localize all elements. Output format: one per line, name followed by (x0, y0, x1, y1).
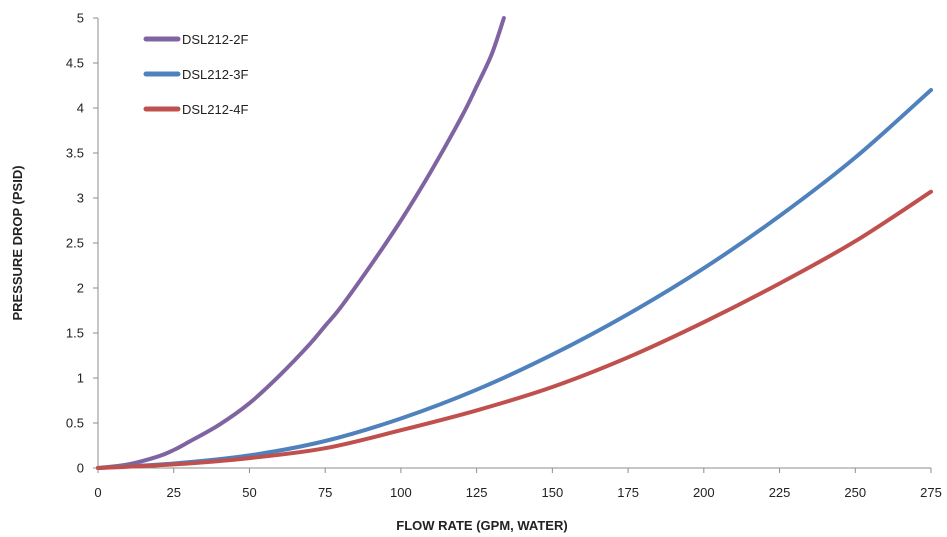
y-tick-label: 4.5 (66, 56, 84, 71)
legend-label: DSL212-3F (182, 67, 249, 82)
series-line-dsl212-2f (96, 16, 506, 470)
legend-label: DSL212-2F (182, 32, 249, 47)
x-tick-label: 50 (242, 485, 256, 500)
y-tick-label: 2.5 (66, 236, 84, 251)
legend: DSL212-2F DSL212-3F DSL212-4F (143, 32, 249, 117)
x-tick-label: 150 (542, 485, 564, 500)
y-ticks: 0 0.5 1 1.5 2 2.5 3 3.5 4 4.5 5 (66, 11, 98, 476)
y-tick-label: 4 (77, 101, 84, 116)
y-tick-label: 0 (77, 461, 84, 476)
x-axis-title: FLOW RATE (GPM, WATER) (396, 518, 567, 533)
x-tick-label: 200 (693, 485, 715, 500)
x-tick-label: 25 (166, 485, 180, 500)
x-tick-label: 250 (844, 485, 866, 500)
y-tick-label: 5 (77, 11, 84, 26)
y-axis-title: PRESSURE DROP (PSID) (10, 165, 25, 320)
y-tick-label: 3.5 (66, 146, 84, 161)
y-tick-label: 3 (77, 191, 84, 206)
x-ticks: 0 25 50 75 100 125 150 175 200 225 250 275 (94, 468, 942, 500)
x-tick-label: 125 (466, 485, 488, 500)
x-tick-label: 75 (318, 485, 332, 500)
x-tick-label: 0 (94, 485, 101, 500)
x-tick-label: 175 (617, 485, 639, 500)
x-tick-label: 275 (920, 485, 942, 500)
y-tick-label: 1 (77, 371, 84, 386)
series-lines (96, 16, 933, 470)
x-tick-label: 225 (769, 485, 791, 500)
series-line-dsl212-4f (96, 189, 933, 470)
x-tick-label: 100 (390, 485, 412, 500)
y-tick-label: 1.5 (66, 326, 84, 341)
y-tick-label: 0.5 (66, 416, 84, 431)
legend-label: DSL212-4F (182, 102, 249, 117)
plot-area: 0 0.5 1 1.5 2 2.5 3 3.5 4 4.5 5 0 25 50 75 100 125 150 17… (66, 11, 942, 501)
series-line-dsl212-3f (96, 88, 933, 470)
y-tick-label: 2 (77, 281, 84, 296)
